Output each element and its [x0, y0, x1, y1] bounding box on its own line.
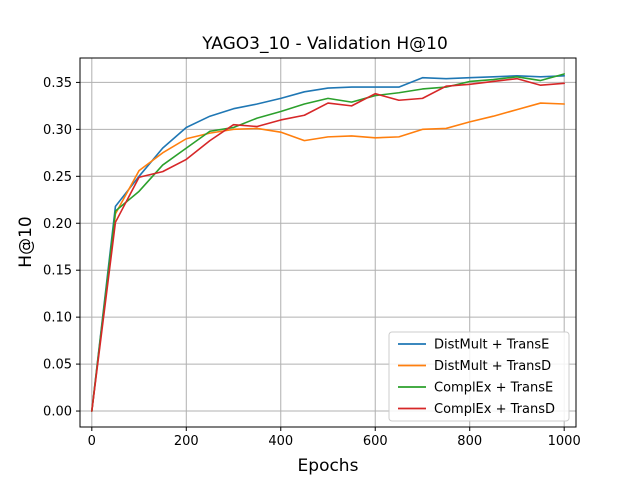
series-line-complex-transe [91, 73, 565, 412]
x-tick-label: 400 [268, 434, 293, 449]
y-axis-label: H@10 [16, 216, 36, 267]
plot-frame [79, 57, 577, 428]
y-tick-label: 0.35 [43, 76, 72, 91]
chart-title: YAGO3_10 - Validation H@10 [201, 34, 448, 54]
y-tick-label: 0.00 [43, 405, 72, 420]
series-line-distmult-transd [91, 102, 565, 412]
legend-label-distmult-transe: DistMult + TransE [434, 338, 549, 353]
x-tick-label: 1000 [548, 434, 581, 449]
x-tick-label: 600 [363, 434, 388, 449]
x-tick-label: 0 [88, 434, 96, 449]
y-tick-label: 0.15 [43, 264, 72, 279]
y-tick-label: 0.25 [43, 170, 72, 185]
y-tick-label: 0.20 [43, 217, 72, 232]
legend-box [388, 331, 570, 422]
legend-label-complex-transe: ComplEx + TransE [434, 381, 553, 396]
legend-label-distmult-transd: DistMult + TransD [434, 359, 551, 374]
x-axis-label: Epochs [298, 456, 359, 476]
legend-label-complex-transd: ComplEx + TransD [434, 402, 555, 417]
x-tick-label: 200 [174, 434, 199, 449]
y-tick-label: 0.30 [43, 123, 72, 138]
series-line-complex-transd [91, 77, 565, 412]
axis-ticks: 0 200 400 600 800 1000 0.00 0.05 0.10 0.15 0.20 0.2… [43, 76, 581, 449]
series-line-distmult-transe [91, 75, 565, 412]
x-tick-label: 800 [457, 434, 482, 449]
series-lines [91, 73, 565, 412]
y-tick-label: 0.10 [43, 311, 72, 326]
legend: DistMult + TransE DistMult + TransD ComplE… [388, 331, 570, 422]
y-tick-label: 0.05 [43, 358, 72, 373]
